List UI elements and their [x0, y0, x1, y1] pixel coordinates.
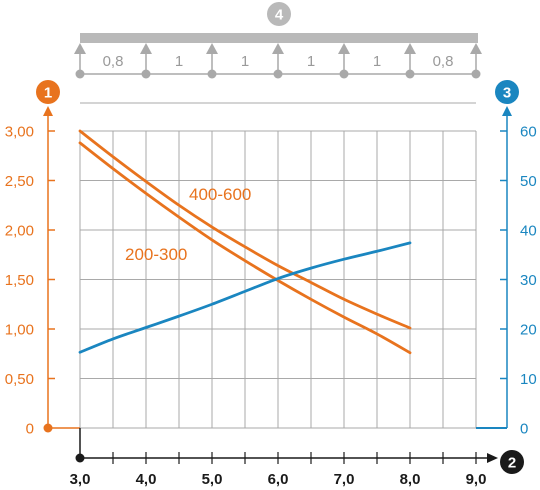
- x-axis-marker-badge: [500, 450, 524, 474]
- span-label: 1: [241, 53, 249, 70]
- right-axis-tick-label: 0: [520, 421, 528, 438]
- x-axis-tick-label: 6,0: [268, 471, 289, 488]
- support-triangle-icon: [470, 43, 482, 54]
- span-label: 1: [307, 53, 315, 70]
- series-line-3: [78, 241, 412, 354]
- left-axis-tick-label: 3,00: [5, 124, 34, 141]
- left-axis-tick-label: 1,50: [5, 272, 34, 289]
- series-labels: 400-600 200-300: [125, 185, 251, 264]
- left-axis-tick-label: 2,00: [5, 223, 34, 240]
- right-axis-arrow-icon: [502, 106, 512, 116]
- left-axis-tick-label: 0: [26, 421, 34, 438]
- x-axis-tick-label: 5,0: [202, 471, 223, 488]
- left-axis-tick-label: 1,00: [5, 322, 34, 339]
- left-axis-marker-badge: [36, 80, 60, 104]
- series-lines: [78, 129, 412, 355]
- beam-marker-badge: [267, 2, 291, 26]
- support-triangle-icon: [338, 43, 350, 54]
- left-axis-tick-label: 0,50: [5, 371, 34, 388]
- x-axis-tick-label: 8,0: [400, 471, 421, 488]
- x-axis-marker-label: 2: [508, 455, 516, 472]
- right-axis-marker-badge: [495, 80, 519, 104]
- left-axis-origin-dot: [43, 423, 53, 433]
- support-triangle-icon: [140, 43, 152, 54]
- left-axis-arrow-icon: [43, 106, 53, 116]
- right-axis-tick-label: 60: [520, 124, 537, 141]
- x-axis-tick-label: 9,0: [466, 471, 487, 488]
- x-axis-tick-label: 3,0: [70, 471, 91, 488]
- series-label-200-300: 200-300: [125, 245, 187, 264]
- span-label: 1: [373, 53, 381, 70]
- right-axis-tick-label: 40: [520, 223, 537, 240]
- span-label: 0,8: [103, 53, 124, 70]
- right-axis-tick-label: 20: [520, 322, 537, 339]
- support-triangle-icon: [404, 43, 416, 54]
- x-axis-tick-label: 4,0: [136, 471, 157, 488]
- support-triangle-icon: [272, 43, 284, 54]
- series-line-200-300: [78, 141, 412, 355]
- support-triangle-icon: [206, 43, 218, 54]
- right-axis-tick-label: 30: [520, 272, 537, 289]
- x-axis: 2 3,0 4,0 5,0 6,0 7,0 8,0 9,0: [70, 428, 524, 488]
- x-axis-origin-dot: [75, 453, 85, 463]
- support-triangle-icon: [74, 43, 86, 54]
- right-axis-tick-label: 10: [520, 371, 537, 388]
- beam-bar: [80, 33, 478, 43]
- beam-diagram: 0,8 1 1 1 1 0,8 4: [74, 2, 482, 79]
- series-line-400-600: [78, 129, 412, 330]
- left-axis-tick-label: 2,50: [5, 173, 34, 190]
- span-label: 0,8: [433, 53, 454, 70]
- series-label-400-600: 400-600: [189, 185, 251, 204]
- x-axis-tick-label: 7,0: [334, 471, 355, 488]
- left-axis: 1 0 0,50 1,00 1,50 2,00 2,50 3,00: [5, 80, 80, 438]
- right-axis-marker-label: 3: [503, 85, 511, 102]
- span-label: 1: [175, 53, 183, 70]
- beam-marker-label: 4: [275, 7, 284, 24]
- x-axis-arrow-icon: [487, 453, 498, 463]
- left-axis-marker-label: 1: [44, 85, 52, 102]
- right-axis-tick-label: 50: [520, 173, 537, 190]
